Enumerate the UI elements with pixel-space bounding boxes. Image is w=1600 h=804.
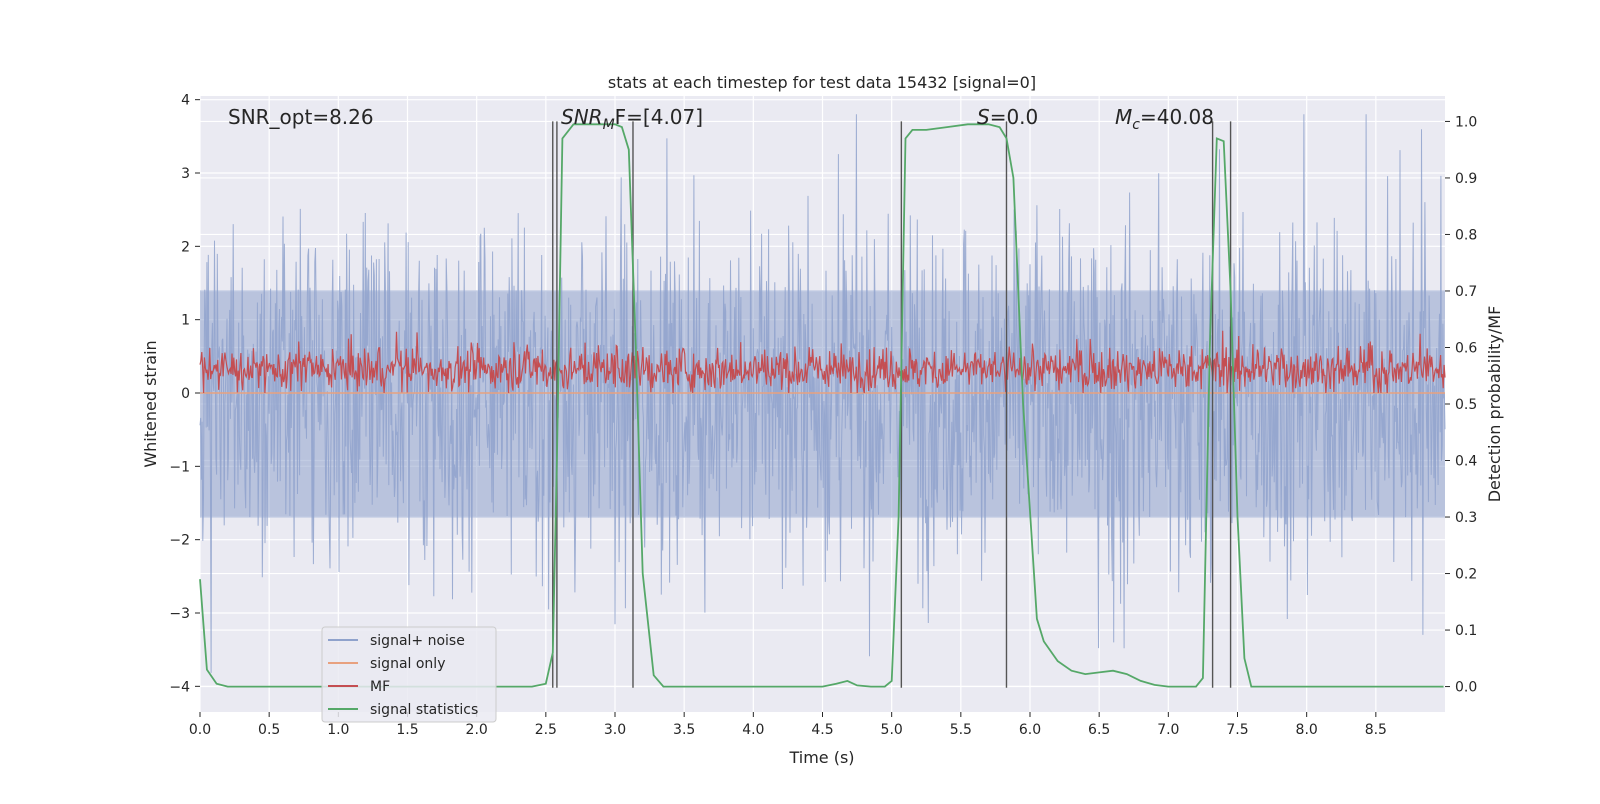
legend: signal+ noise signal only MF signal stat… (321, 626, 497, 723)
x-tick-label: 0.5 (258, 722, 280, 738)
x-tick-label: 8.0 (1296, 722, 1318, 738)
x-tick-label: 1.5 (396, 722, 418, 738)
y-axis-label-right: Detection probability/MF (1485, 306, 1504, 503)
legend-label-signal-statistics: signal statistics (370, 702, 478, 718)
annotation-snr-mf-symbol: SNR (561, 105, 603, 129)
mf-line (199, 330, 1446, 394)
legend-box (321, 626, 497, 723)
legend-label-mf: MF (370, 679, 390, 695)
x-tick-label: 2.0 (466, 722, 488, 738)
signal-noise-dense-band (200, 290, 1445, 518)
y-ticks-right: 1.0 0.9 0.8 0.7 0.6 0.5 0.4 0.3 0.2 0.1 0.0 (1445, 114, 1477, 696)
annotation-s-symbol: S (977, 105, 990, 129)
chart-title: stats at each timestep for test data 154… (608, 73, 1036, 92)
y-tick-label-left: 2 (181, 239, 190, 255)
x-tick-label: 7.5 (1226, 722, 1248, 738)
legend-label-signal-only: signal only (370, 656, 445, 672)
y-tick-label-right: 0.6 (1455, 340, 1477, 356)
series-mf (199, 330, 1446, 394)
x-tick-label: 6.5 (1088, 722, 1110, 738)
y-tick-label-left: 0 (181, 386, 190, 402)
x-tick-label: 0.0 (189, 722, 211, 738)
y-tick-label-right: 0.8 (1455, 227, 1477, 243)
x-axis-label: Time (s) (788, 748, 854, 767)
x-tick-label: 4.0 (742, 722, 764, 738)
y-tick-label-left: −3 (169, 606, 190, 622)
y-tick-label-left: −4 (169, 679, 190, 695)
x-tick-label: 2.5 (535, 722, 557, 738)
y-axis-label-left: Whitened strain (141, 340, 160, 467)
y-tick-label-right: 0.1 (1455, 623, 1477, 639)
x-tick-label: 1.0 (327, 722, 349, 738)
y-tick-label-right: 0.2 (1455, 567, 1477, 583)
y-tick-label-right: 0.4 (1455, 454, 1477, 470)
y-tick-label-right: 1.0 (1455, 114, 1477, 130)
signal-statistics-line (199, 123, 1444, 688)
x-tick-label: 4.5 (811, 722, 833, 738)
annotation-mc-symbol: M (1115, 105, 1132, 129)
legend-label-signal-noise: signal+ noise (370, 633, 465, 649)
x-tick-label: 3.0 (604, 722, 626, 738)
annotation-snr-mf: SNRMF=[4.07] (561, 105, 703, 133)
y-tick-label-left: 1 (181, 313, 190, 329)
y-tick-label-right: 0.7 (1455, 284, 1477, 300)
y-tick-label-right: 0.9 (1455, 171, 1477, 187)
y-tick-label-right: 0.3 (1455, 510, 1477, 526)
x-tick-label: 3.5 (673, 722, 695, 738)
series-signal-noise (199, 114, 1446, 673)
annotation-s-value: =0.0 (990, 105, 1039, 129)
series-signal-statistics (199, 123, 1444, 688)
annotation-snr-mf-value: F=[4.07] (615, 105, 703, 129)
y-ticks-left: 4 3 2 1 0 −1 −2 −3 −4 (169, 93, 200, 695)
annotation-mc-value: =40.08 (1140, 105, 1214, 129)
x-tick-label: 5.0 (881, 722, 903, 738)
y-tick-label-left: 4 (181, 93, 190, 109)
y-tick-label-right: 0.0 (1455, 680, 1477, 696)
x-tick-label: 7.0 (1157, 722, 1179, 738)
annotation-snr-opt: SNR_opt=8.26 (228, 105, 374, 129)
annotation-mc-subscript: c (1132, 117, 1140, 133)
y-tick-label-left: −2 (169, 533, 190, 549)
y-tick-label-left: 3 (181, 166, 190, 182)
x-tick-label: 8.5 (1365, 722, 1387, 738)
x-tick-label: 6.0 (1019, 722, 1041, 738)
annotation-snr-mf-subscript: M (603, 117, 615, 133)
annotation-s: S=0.0 (977, 105, 1038, 129)
y-tick-label-right: 0.5 (1455, 397, 1477, 413)
x-tick-label: 5.5 (950, 722, 972, 738)
annotation-mc: Mc=40.08 (1115, 105, 1214, 133)
y-tick-label-left: −1 (169, 459, 190, 475)
x-ticks: 0.0 0.5 1.0 1.5 2.0 2.5 3.0 3.5 4.0 4.5 5.0 5.5 6.0 6… (189, 712, 1387, 738)
